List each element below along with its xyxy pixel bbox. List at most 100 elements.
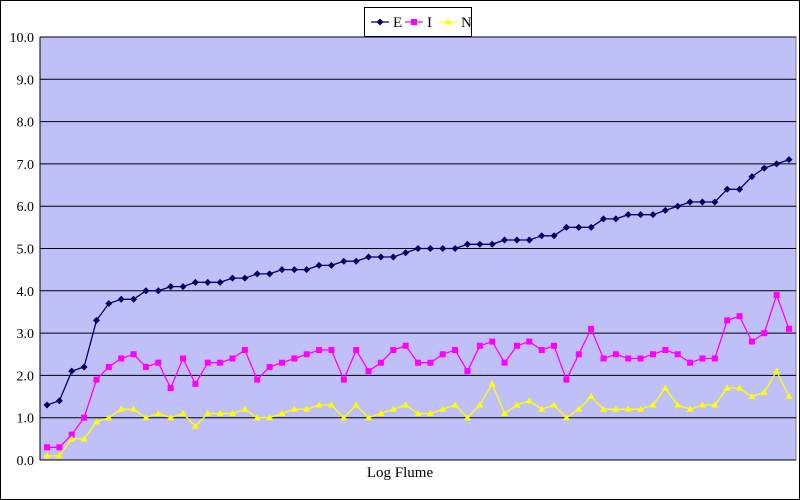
data-point-e bbox=[327, 261, 335, 269]
data-point-i bbox=[501, 359, 508, 366]
data-point-i bbox=[649, 351, 656, 358]
data-point-i bbox=[241, 347, 248, 354]
data-point-e bbox=[204, 278, 212, 286]
data-point-i bbox=[340, 376, 347, 383]
data-point-n bbox=[414, 409, 422, 416]
data-point-e bbox=[723, 185, 731, 193]
data-point-n bbox=[624, 405, 632, 412]
data-point-n bbox=[773, 367, 781, 374]
data-point-e bbox=[365, 253, 373, 261]
data-point-e bbox=[736, 185, 744, 193]
data-point-n bbox=[760, 388, 768, 395]
data-point-i bbox=[687, 359, 694, 366]
data-point-i bbox=[612, 351, 619, 358]
data-point-i bbox=[588, 325, 595, 332]
data-point-e bbox=[624, 211, 632, 219]
data-point-n bbox=[785, 393, 793, 400]
data-point-n bbox=[204, 409, 212, 416]
data-point-n bbox=[92, 418, 100, 425]
data-point-i bbox=[402, 342, 409, 349]
data-point-e bbox=[377, 253, 385, 261]
data-point-e bbox=[352, 257, 360, 265]
data-point-n bbox=[377, 409, 385, 416]
data-point-i bbox=[254, 376, 261, 383]
legend-marker-i bbox=[411, 19, 417, 25]
x-axis-label: Log Flume bbox=[366, 465, 434, 481]
data-point-i bbox=[786, 325, 792, 332]
data-point-e bbox=[451, 245, 459, 252]
data-point-e bbox=[167, 283, 175, 291]
data-point-i bbox=[464, 368, 471, 375]
data-point-i bbox=[736, 313, 743, 320]
data-point-i bbox=[68, 431, 75, 438]
data-point-i bbox=[229, 355, 236, 362]
data-point-n bbox=[686, 405, 694, 412]
data-point-e bbox=[575, 223, 583, 231]
data-point-n bbox=[290, 405, 298, 412]
data-point-n bbox=[229, 409, 236, 416]
data-point-n bbox=[612, 405, 620, 412]
data-point-i bbox=[427, 359, 434, 366]
data-point-i bbox=[353, 347, 360, 354]
data-point-n bbox=[426, 409, 434, 416]
data-point-n bbox=[550, 401, 558, 408]
data-point-e bbox=[476, 240, 484, 248]
data-point-n bbox=[266, 414, 274, 421]
data-point-e bbox=[253, 270, 261, 278]
data-point-e bbox=[773, 160, 781, 168]
data-point-n bbox=[736, 384, 744, 391]
data-point-n bbox=[68, 435, 76, 442]
data-point-i bbox=[365, 368, 372, 375]
y-tick-label: 0.0 bbox=[17, 454, 35, 469]
data-point-e bbox=[600, 215, 607, 223]
data-point-e bbox=[439, 245, 447, 252]
data-point-e bbox=[538, 232, 546, 240]
data-point-n bbox=[142, 414, 150, 421]
data-point-e bbox=[513, 236, 521, 244]
data-point-e bbox=[661, 206, 669, 214]
data-point-n bbox=[105, 414, 113, 421]
data-point-e bbox=[525, 236, 533, 244]
data-point-e bbox=[550, 232, 558, 240]
data-point-n bbox=[80, 435, 88, 442]
data-point-n bbox=[130, 405, 138, 412]
data-point-n bbox=[463, 414, 471, 421]
data-point-n bbox=[402, 401, 410, 408]
y-tick-label: 1.0 bbox=[17, 412, 35, 427]
legend-label-e: E bbox=[393, 15, 402, 31]
y-tick-label: 6.0 bbox=[17, 200, 35, 215]
legend-marker-e bbox=[376, 18, 384, 26]
data-point-e bbox=[55, 397, 63, 405]
data-point-n bbox=[117, 405, 125, 412]
data-point-i bbox=[303, 351, 310, 358]
data-point-n bbox=[253, 414, 261, 421]
data-point-i bbox=[204, 359, 211, 366]
data-point-n bbox=[389, 405, 397, 412]
data-point-i bbox=[513, 342, 520, 349]
data-point-n bbox=[241, 405, 249, 412]
data-point-e bbox=[488, 240, 496, 248]
data-point-i bbox=[118, 355, 125, 362]
data-point-e bbox=[402, 249, 410, 257]
data-point-e bbox=[68, 367, 76, 375]
data-point-e bbox=[241, 274, 249, 282]
data-point-i bbox=[192, 380, 199, 387]
data-point-i bbox=[217, 359, 224, 366]
data-point-n bbox=[167, 414, 175, 421]
data-point-i bbox=[266, 363, 273, 370]
data-point-n bbox=[55, 452, 63, 459]
data-point-e bbox=[340, 257, 348, 265]
data-point-e bbox=[142, 287, 150, 295]
data-point-i bbox=[711, 355, 718, 362]
data-point-e bbox=[43, 401, 51, 409]
data-point-i bbox=[167, 385, 174, 392]
data-point-e bbox=[501, 236, 509, 244]
data-point-n bbox=[315, 401, 323, 408]
data-point-i bbox=[674, 351, 681, 358]
data-point-n bbox=[154, 409, 162, 416]
data-point-n bbox=[562, 414, 570, 421]
data-point-e bbox=[414, 245, 422, 252]
data-point-n bbox=[661, 384, 669, 391]
